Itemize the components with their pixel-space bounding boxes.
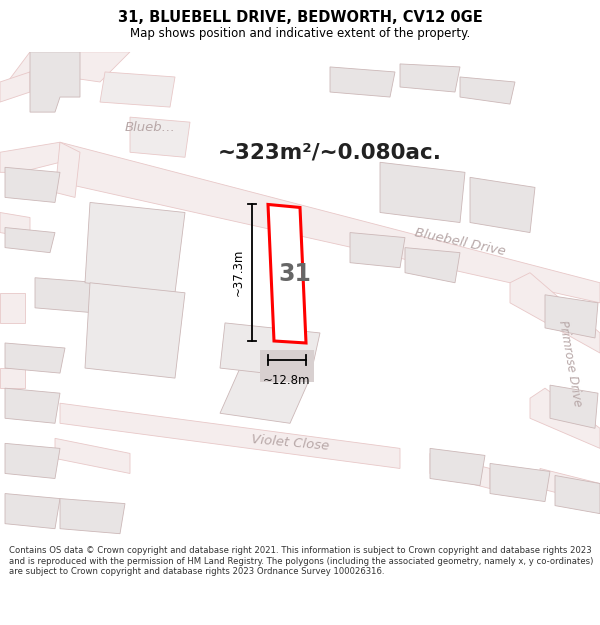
Polygon shape	[35, 278, 100, 313]
Polygon shape	[100, 72, 175, 107]
Polygon shape	[260, 350, 314, 382]
Polygon shape	[530, 388, 600, 448]
Polygon shape	[55, 142, 80, 198]
Polygon shape	[220, 368, 310, 423]
Polygon shape	[510, 272, 600, 353]
Text: ~323m²/~0.080ac.: ~323m²/~0.080ac.	[218, 142, 442, 162]
Polygon shape	[85, 282, 185, 378]
Polygon shape	[0, 52, 130, 92]
Text: Violet Close: Violet Close	[251, 434, 329, 453]
Polygon shape	[460, 77, 515, 104]
Polygon shape	[0, 213, 30, 238]
Polygon shape	[380, 162, 465, 222]
Polygon shape	[5, 388, 60, 423]
Polygon shape	[5, 228, 55, 253]
Polygon shape	[0, 292, 25, 323]
Text: Blueb…: Blueb…	[125, 121, 176, 134]
Text: Bluebell Drive: Bluebell Drive	[413, 227, 506, 259]
Polygon shape	[60, 142, 600, 303]
Polygon shape	[490, 464, 550, 502]
Polygon shape	[85, 202, 185, 292]
Polygon shape	[220, 323, 320, 378]
Polygon shape	[130, 117, 190, 158]
Polygon shape	[5, 343, 65, 373]
Polygon shape	[540, 469, 600, 504]
Polygon shape	[30, 52, 80, 112]
Text: Map shows position and indicative extent of the property.: Map shows position and indicative extent…	[130, 28, 470, 41]
Polygon shape	[5, 494, 60, 529]
Polygon shape	[550, 385, 598, 428]
Polygon shape	[405, 248, 460, 282]
Text: 31, BLUEBELL DRIVE, BEDWORTH, CV12 0GE: 31, BLUEBELL DRIVE, BEDWORTH, CV12 0GE	[118, 11, 482, 26]
Text: Primrose Drive: Primrose Drive	[556, 319, 584, 408]
Polygon shape	[0, 142, 60, 172]
Polygon shape	[470, 177, 535, 232]
Polygon shape	[430, 453, 490, 489]
Text: ~12.8m: ~12.8m	[263, 374, 311, 387]
Polygon shape	[330, 67, 395, 97]
Polygon shape	[400, 64, 460, 92]
Polygon shape	[5, 443, 60, 479]
Polygon shape	[350, 232, 405, 268]
Polygon shape	[55, 438, 130, 474]
Polygon shape	[60, 499, 125, 534]
Polygon shape	[555, 476, 600, 514]
Polygon shape	[0, 368, 25, 388]
Polygon shape	[430, 448, 485, 486]
Polygon shape	[5, 168, 60, 202]
Text: ~37.3m: ~37.3m	[232, 249, 245, 296]
Text: Contains OS data © Crown copyright and database right 2021. This information is : Contains OS data © Crown copyright and d…	[9, 546, 593, 576]
Polygon shape	[0, 72, 30, 102]
Polygon shape	[268, 204, 306, 343]
Polygon shape	[60, 403, 400, 469]
Text: 31: 31	[278, 262, 311, 286]
Polygon shape	[545, 295, 598, 338]
